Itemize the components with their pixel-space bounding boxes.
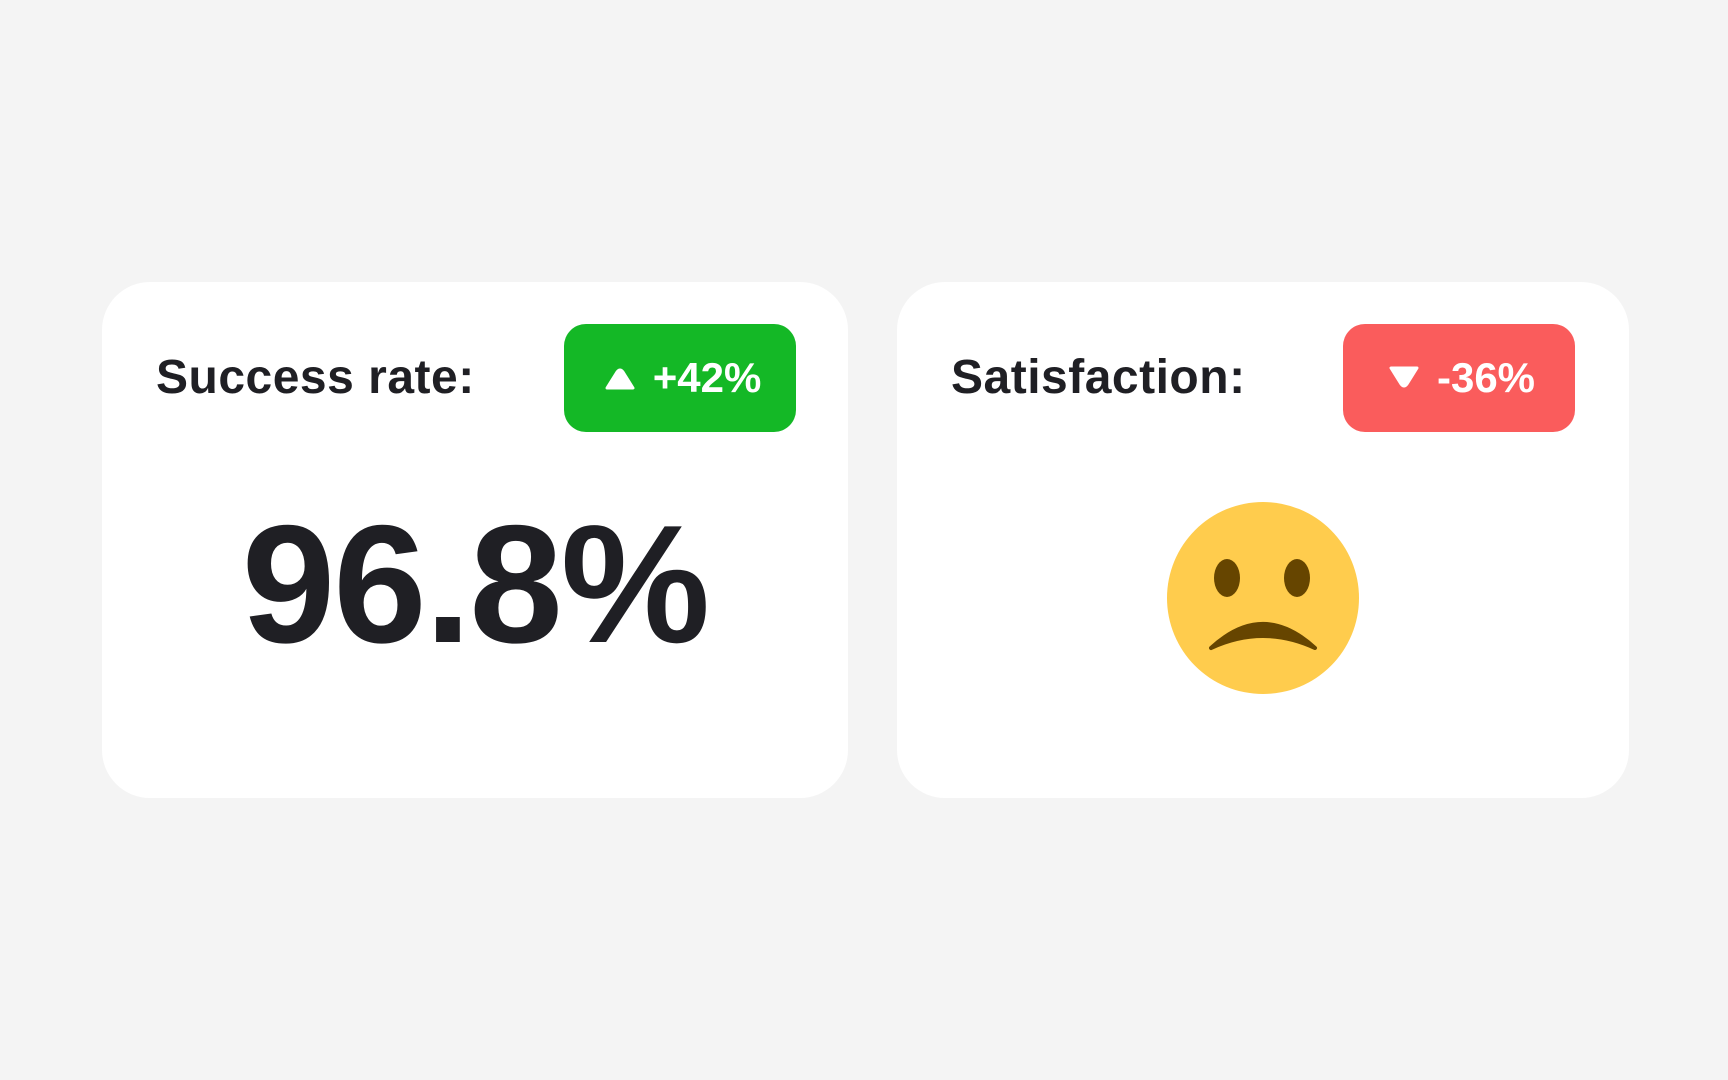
satisfaction-card: Satisfaction: -36% <box>897 282 1629 798</box>
satisfaction-label: Satisfaction: <box>951 351 1246 404</box>
triangle-down-icon <box>1387 366 1421 390</box>
success-rate-label: Success rate: <box>156 351 475 404</box>
success-rate-change-badge: +42% <box>564 324 796 432</box>
satisfaction-change-badge: -36% <box>1343 324 1575 432</box>
success-rate-value: 96.8% <box>241 490 710 678</box>
frowning-face-icon <box>1165 500 1361 696</box>
success-rate-change-text: +42% <box>652 354 762 401</box>
triangle-up-icon <box>603 366 637 390</box>
success-rate-card: Success rate: +42% 96.8% <box>102 282 848 798</box>
satisfaction-change-text: -36% <box>1436 354 1536 401</box>
